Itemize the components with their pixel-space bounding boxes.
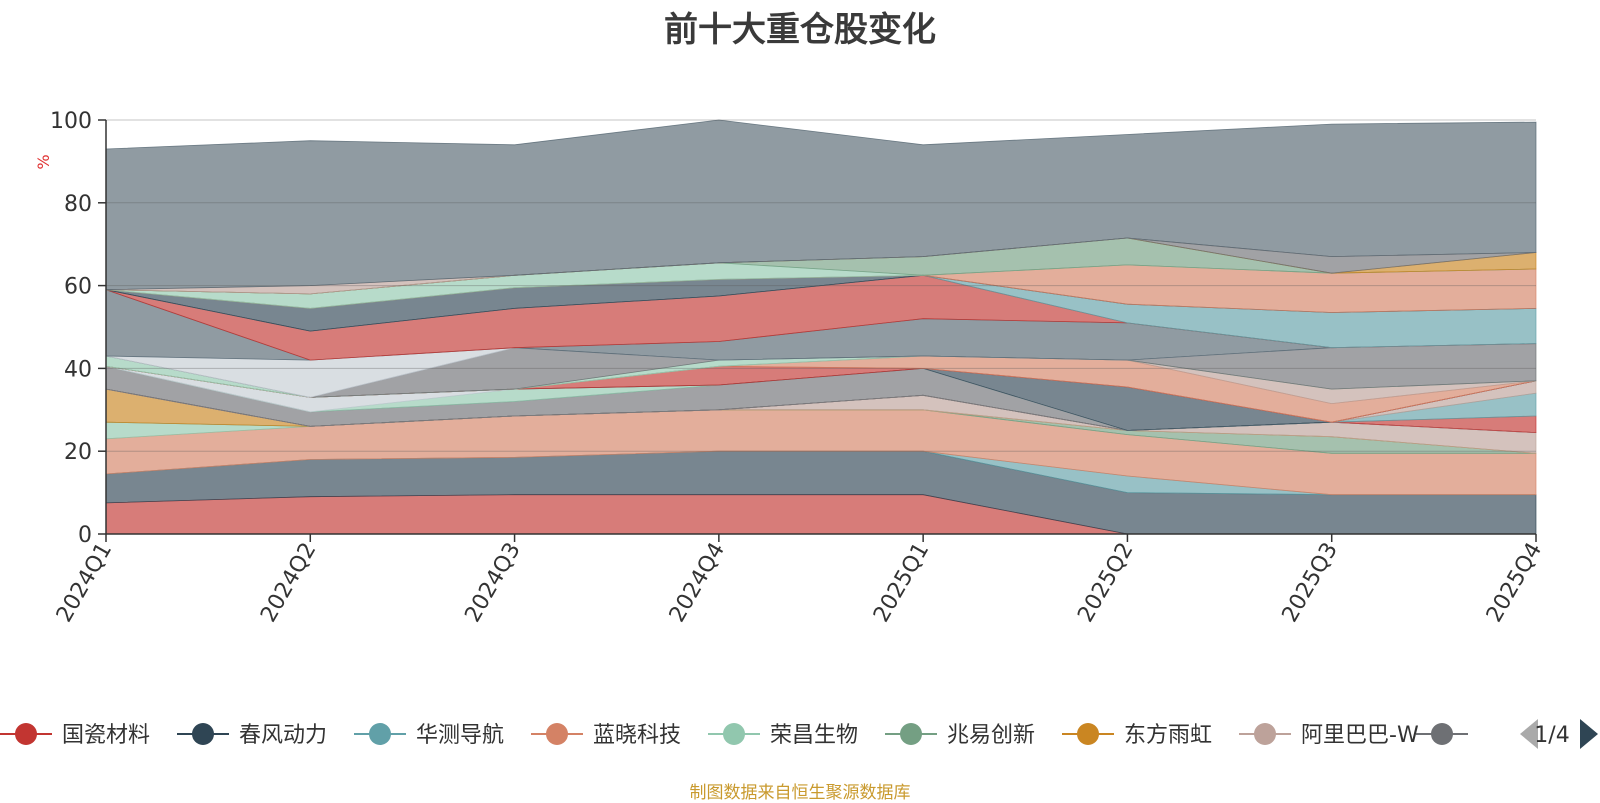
x-tick-label: 2024Q3 bbox=[460, 539, 525, 627]
legend-item[interactable]: 华测导航 bbox=[354, 723, 504, 748]
x-tick-label: 2024Q4 bbox=[665, 539, 730, 627]
triangle-left-icon[interactable] bbox=[1520, 719, 1538, 749]
y-tick-label: 20 bbox=[64, 440, 92, 465]
legend-label: 东方雨虹 bbox=[1124, 723, 1212, 748]
grid-lines bbox=[106, 119, 1536, 452]
legend-label: 华测导航 bbox=[416, 723, 504, 748]
triangle-right-icon[interactable] bbox=[1580, 719, 1598, 749]
y-tick-label: 60 bbox=[64, 275, 92, 300]
legend-clip-mask bbox=[1482, 712, 1504, 758]
y-tick-label: 40 bbox=[64, 357, 92, 382]
legend-item[interactable]: 阿里巴巴-W bbox=[1239, 723, 1419, 748]
legend-item[interactable]: 国瓷材料 bbox=[0, 723, 150, 748]
x-tick-label: 2025Q4 bbox=[1482, 539, 1547, 627]
legend-marker bbox=[1077, 723, 1099, 745]
x-tick-label: 2025Q1 bbox=[869, 539, 934, 627]
y-tick-label: 0 bbox=[78, 523, 92, 548]
legend-marker bbox=[369, 723, 391, 745]
legend-marker bbox=[1431, 723, 1453, 745]
legend-item[interactable]: 东方雨虹 bbox=[1062, 723, 1212, 748]
y-tick-label: 100 bbox=[50, 109, 92, 134]
chart-title: 前十大重仓股变化 bbox=[664, 10, 936, 50]
x-tick-label: 2024Q1 bbox=[52, 539, 117, 627]
y-tick-label: 80 bbox=[64, 192, 92, 217]
legend[interactable]: 国瓷材料 春风动力 华测导航 蓝晓科技 荣昌生物 兆易创新 东方雨虹 阿里巴巴-W 1/4 bbox=[0, 712, 1598, 758]
x-tick-label: 2025Q2 bbox=[1073, 539, 1138, 627]
legend-marker bbox=[723, 723, 745, 745]
legend-label: 阿里巴巴-W bbox=[1301, 723, 1419, 748]
legend-item[interactable]: 蓝晓科技 bbox=[531, 723, 681, 748]
legend-item[interactable] bbox=[1416, 723, 1468, 745]
source-note: 制图数据来自恒生聚源数据库 bbox=[689, 783, 911, 803]
legend-item[interactable]: 荣昌生物 bbox=[708, 723, 858, 748]
legend-label: 荣昌生物 bbox=[770, 723, 858, 748]
legend-label: 蓝晓科技 bbox=[593, 723, 681, 748]
legend-page-indicator: 1/4 bbox=[1534, 723, 1569, 748]
x-tick-label: 2025Q3 bbox=[1278, 539, 1343, 627]
legend-label: 春风动力 bbox=[239, 723, 327, 748]
stacked-areas bbox=[105, 119, 1537, 535]
legend-item[interactable]: 兆易创新 bbox=[885, 723, 1035, 748]
area-series-34 bbox=[105, 119, 1537, 291]
legend-item[interactable]: 春风动力 bbox=[177, 723, 327, 748]
legend-marker bbox=[1254, 723, 1276, 745]
legend-marker bbox=[900, 723, 922, 745]
x-tick-label: 2024Q2 bbox=[256, 539, 321, 627]
legend-marker bbox=[546, 723, 568, 745]
y-axis-label: % bbox=[34, 154, 53, 169]
legend-label: 兆易创新 bbox=[947, 723, 1035, 748]
legend-marker bbox=[192, 723, 214, 745]
legend-label: 国瓷材料 bbox=[62, 723, 150, 748]
legend-marker bbox=[15, 723, 37, 745]
